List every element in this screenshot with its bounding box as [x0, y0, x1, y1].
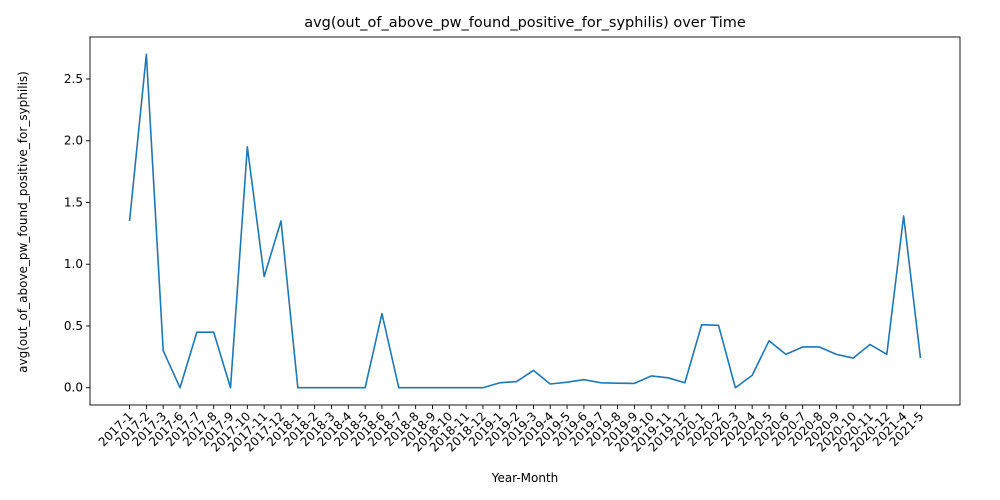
y-tick-label: 2.0 — [64, 134, 83, 148]
y-tick-label: 2.5 — [64, 72, 83, 86]
y-tick-label: 0.0 — [64, 381, 83, 395]
y-tick-label: 1.5 — [64, 195, 83, 209]
y-axis-ticks: 0.0 0.5 1.0 1.5 2.0 2.5 — [64, 72, 90, 395]
x-axis-ticks: 2017-12017-22017-32017-62017-72017-82017… — [96, 405, 927, 455]
y-tick-label: 1.0 — [64, 257, 83, 271]
y-tick-label: 0.5 — [64, 319, 83, 333]
plot-area — [89, 36, 961, 406]
y-axis-label: avg(out_of_above_pw_found_positive_for_s… — [16, 71, 30, 373]
series-line — [128, 53, 922, 389]
x-axis-label: Year-Month — [491, 471, 559, 485]
chart-title: avg(out_of_above_pw_found_positive_for_s… — [304, 15, 746, 31]
plot-frame — [89, 36, 961, 406]
